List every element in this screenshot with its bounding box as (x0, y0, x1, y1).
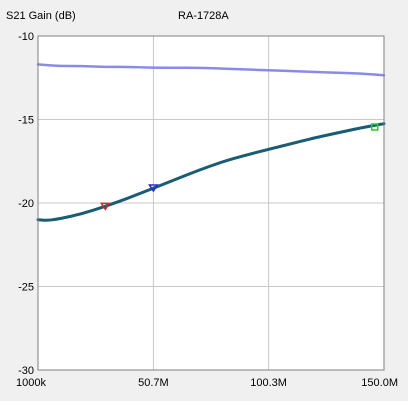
x-tick-label: 50.7M (138, 377, 169, 389)
plot-frame (37, 35, 385, 371)
y-tick-label: -15 (18, 115, 34, 127)
chart-title: RA-1728A (178, 10, 229, 22)
series-group (36, 63, 386, 222)
marker-3 (370, 123, 379, 131)
marker-group (99, 123, 379, 211)
marker-2 (148, 184, 159, 193)
x-tick-label: 150.0M (361, 377, 398, 389)
y-axis-label: S21 Gain (dB) (6, 10, 76, 22)
x-tick-label: 1000k (16, 377, 46, 389)
x-tick-label: 100.3M (250, 377, 287, 389)
series-line-2 (36, 122, 386, 222)
series-line-1 (36, 63, 386, 77)
y-tick-label: -30 (18, 365, 34, 377)
y-tick-label: -10 (18, 31, 34, 43)
y-tick-label: -20 (18, 198, 34, 210)
y-tick-label: -25 (18, 282, 34, 294)
marker-1 (99, 202, 111, 211)
